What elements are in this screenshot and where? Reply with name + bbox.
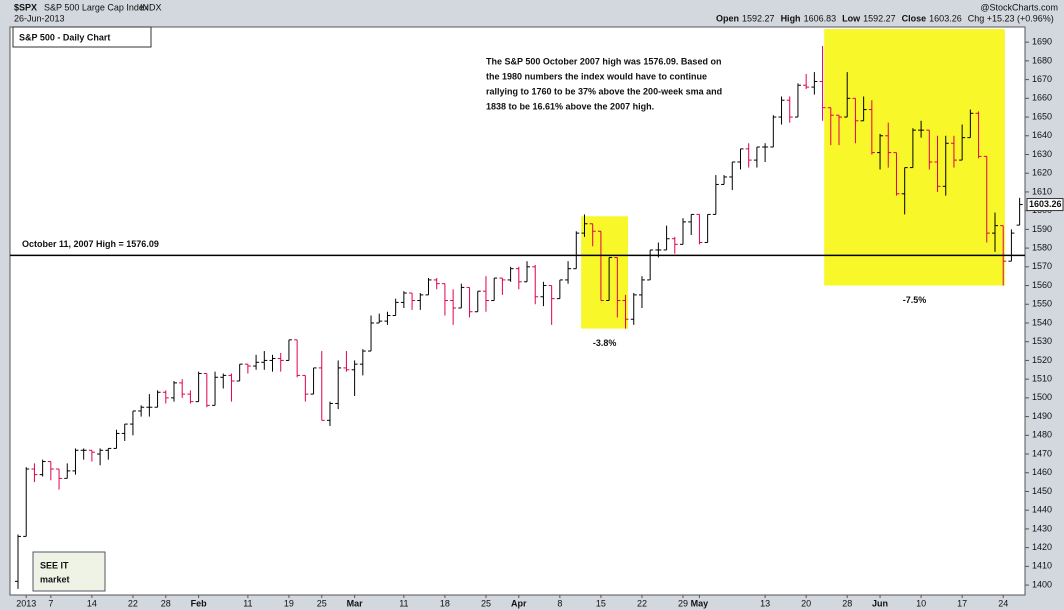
x-tick-label: Feb	[191, 598, 208, 608]
y-tick-label: 1490	[1032, 411, 1052, 421]
header-value: 1592.27	[742, 13, 775, 23]
x-tick-label: 15	[596, 598, 606, 608]
ohlc-header: Open 1592.27 High 1606.83 Low 1592.27 Close 160…	[716, 13, 1054, 23]
y-tick-label: 1520	[1032, 355, 1052, 365]
annotation: the 1980 numbers the index would have to…	[486, 71, 707, 81]
y-tick-label: 1670	[1032, 74, 1052, 84]
y-tick-label: 1540	[1032, 317, 1052, 327]
annotation: 1838 to be 16.61% above the 2007 high.	[486, 101, 654, 111]
logo-text: market	[40, 574, 70, 584]
highlight-label: -3.8%	[593, 338, 617, 348]
x-tick-label: Apr	[511, 598, 527, 608]
x-tick-label: 25	[481, 598, 491, 608]
x-tick-label: 14	[87, 598, 97, 608]
y-tick-label: 1660	[1032, 93, 1052, 103]
y-tick-label: 1510	[1032, 374, 1052, 384]
header-label: Open	[716, 13, 739, 23]
annotation: The S&P 500 October 2007 high was 1576.0…	[486, 56, 721, 66]
y-tick-label: 1570	[1032, 261, 1052, 271]
x-tick-label: 25	[317, 598, 327, 608]
x-tick-label: 11	[243, 598, 252, 608]
y-tick-label: 1420	[1032, 542, 1052, 552]
x-tick-label: 8	[557, 598, 562, 608]
y-tick-label: 1450	[1032, 486, 1052, 496]
x-tick-label: 20	[801, 598, 811, 608]
x-tick-label: Mar	[347, 598, 364, 608]
y-tick-label: 1620	[1032, 168, 1052, 178]
x-tick-label: 28	[161, 598, 171, 608]
header-value: 1603.26	[929, 13, 962, 23]
x-tick-label: 24	[998, 598, 1008, 608]
y-tick-label: 1500	[1032, 392, 1052, 402]
header-label: Low	[842, 13, 861, 23]
symbol: $SPX	[14, 2, 37, 12]
index-name: S&P 500 Large Cap Index	[44, 2, 149, 12]
highlight-box	[824, 29, 1005, 286]
x-tick-label: 2013	[16, 598, 36, 608]
source: @StockCharts.com	[980, 2, 1058, 12]
y-tick-label: 1590	[1032, 224, 1052, 234]
x-tick-label: 22	[637, 598, 647, 608]
x-tick-label: 10	[916, 598, 926, 608]
header-label: Close	[902, 13, 927, 23]
x-tick-label: 18	[440, 598, 450, 608]
y-tick-label: 1430	[1032, 523, 1052, 533]
x-tick-label: Jun	[872, 598, 888, 608]
y-tick-label: 1630	[1032, 149, 1052, 159]
y-tick-label: 1610	[1032, 186, 1052, 196]
y-tick-label: 1460	[1032, 467, 1052, 477]
title-box	[12, 26, 152, 48]
header-value: 1592.27	[863, 13, 896, 23]
y-tick-label: 1690	[1032, 37, 1052, 47]
x-tick-label: 11	[399, 598, 408, 608]
reference-label: October 11, 2007 High = 1576.09	[22, 239, 159, 249]
x-tick-label: 17	[957, 598, 967, 608]
y-tick-label: 1530	[1032, 336, 1052, 346]
x-tick-label: 7	[48, 598, 53, 608]
x-tick-label: 29	[678, 598, 688, 608]
y-tick-label: 1580	[1032, 242, 1052, 252]
x-tick-label: 13	[760, 598, 770, 608]
logo-text: SEE IT	[40, 560, 69, 570]
y-tick-label: 1400	[1032, 579, 1052, 589]
y-tick-label: 1410	[1032, 561, 1052, 571]
y-tick-label: 1560	[1032, 280, 1052, 290]
y-tick-label: 1680	[1032, 55, 1052, 65]
x-tick-label: 22	[128, 598, 138, 608]
annotation: rallying to 1760 to be 37% above the 200…	[486, 86, 722, 96]
x-tick-label: 19	[284, 598, 294, 608]
y-tick-label: 1550	[1032, 299, 1052, 309]
price-tag	[1026, 198, 1064, 212]
price-tag-label: 1603.26	[1029, 199, 1062, 209]
header-change: Chg +15.23 (+0.96%)	[968, 13, 1054, 23]
header-label: High	[781, 13, 801, 23]
y-tick-label: 1480	[1032, 430, 1052, 440]
header-value: 1606.83	[804, 13, 837, 23]
exchange: INDX	[140, 2, 162, 12]
chart-title: S&P 500 - Daily Chart	[19, 32, 110, 42]
x-tick-label: May	[691, 598, 709, 608]
y-tick-label: 1650	[1032, 111, 1052, 121]
y-tick-label: 1640	[1032, 130, 1052, 140]
date: 26-Jun-2013	[14, 13, 65, 23]
y-tick-label: 1440	[1032, 505, 1052, 515]
y-tick-label: 1470	[1032, 448, 1052, 458]
logo-box	[32, 551, 106, 592]
highlight-label: -7.5%	[903, 295, 927, 305]
highlight-box	[581, 216, 629, 329]
x-tick-label: 28	[842, 598, 852, 608]
